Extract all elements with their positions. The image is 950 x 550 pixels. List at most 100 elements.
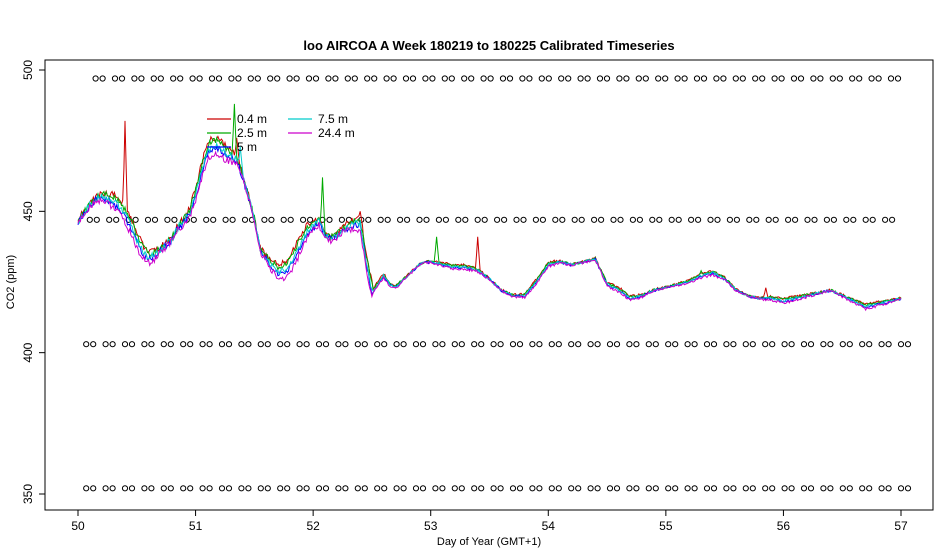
reference-point (102, 341, 109, 348)
reference-point (759, 75, 766, 82)
reference-point (121, 485, 129, 492)
reference-point (866, 341, 873, 348)
reference-point (723, 485, 730, 492)
reference-point (462, 216, 469, 223)
reference-point (284, 485, 291, 492)
reference-point (672, 485, 679, 492)
reference-point (623, 75, 630, 82)
reference-point (412, 341, 420, 348)
reference-point (144, 216, 152, 223)
reference-point (688, 216, 695, 223)
reference-point (849, 75, 856, 82)
reference-point (629, 216, 637, 223)
reference-point (167, 341, 174, 348)
reference-point (245, 341, 252, 348)
reference-point (827, 341, 834, 348)
x-tick-label: 55 (659, 519, 673, 533)
reference-point (520, 216, 527, 223)
reference-point (807, 341, 815, 348)
reference-point (742, 341, 749, 348)
x-tick-label: 52 (306, 519, 320, 533)
reference-point (558, 75, 565, 82)
reference-point (377, 216, 384, 223)
reference-point (529, 341, 536, 348)
legend-label: 2.5 m (237, 126, 267, 140)
reference-point (177, 75, 184, 82)
reference-point (474, 216, 481, 223)
reference-point (381, 485, 388, 492)
reference-point (555, 485, 562, 492)
reference-point (781, 341, 788, 348)
reference-point (742, 485, 749, 492)
reference-point (672, 341, 679, 348)
reference-point (781, 485, 788, 492)
reference-point (587, 485, 594, 492)
reference-point (555, 341, 562, 348)
reference-point (218, 485, 226, 492)
reference-point (400, 485, 407, 492)
reference-point (338, 216, 345, 223)
reference-point (594, 341, 601, 348)
reference-point (280, 216, 287, 223)
reference-point (788, 485, 795, 492)
reference-point (164, 216, 171, 223)
reference-point (862, 216, 869, 223)
reference-point (83, 485, 90, 492)
reference-point (878, 485, 885, 492)
reference-point (575, 485, 582, 492)
reference-point (374, 485, 381, 492)
reference-point (326, 216, 333, 223)
reference-point (726, 216, 734, 223)
reference-point (885, 341, 892, 348)
reference-point (225, 485, 233, 492)
reference-point (332, 75, 339, 82)
reference-point (471, 341, 478, 348)
reference-point (478, 341, 485, 348)
x-tick-label: 57 (894, 519, 908, 533)
reference-point (404, 216, 411, 223)
reference-point (584, 75, 591, 82)
reference-point (613, 341, 621, 348)
reference-point (471, 485, 478, 492)
reference-point (606, 341, 614, 348)
reference-point (645, 341, 652, 348)
reference-point (536, 485, 543, 492)
reference-point (616, 75, 623, 82)
reference-point (264, 485, 271, 492)
reference-point (128, 485, 136, 492)
reference-point (293, 75, 300, 82)
reference-point (642, 75, 649, 82)
reference-point (180, 341, 187, 348)
x-tick-label: 56 (777, 519, 791, 533)
reference-point (713, 75, 720, 82)
reference-point (526, 75, 533, 82)
reference-point (577, 75, 584, 82)
legend-label: 7.5 m (318, 112, 348, 126)
reference-point (303, 341, 310, 348)
reference-point (598, 216, 605, 223)
reference-point (587, 341, 594, 348)
reference-point (286, 75, 293, 82)
reference-point (575, 341, 582, 348)
reference-point (820, 341, 827, 348)
reference-point (118, 75, 126, 82)
reference-point (665, 485, 672, 492)
reference-point (700, 75, 708, 82)
reference-point (461, 75, 468, 82)
reference-point (897, 485, 905, 492)
reference-point (261, 216, 268, 223)
reference-point (90, 341, 97, 348)
plot-area-border (44, 59, 934, 511)
reference-point (351, 75, 358, 82)
reference-point (196, 75, 203, 82)
y-axis-label: CO2 (ppm) (5, 255, 17, 309)
reference-point (390, 75, 397, 82)
reference-point (458, 485, 465, 492)
reference-point (513, 216, 520, 223)
x-axis-label: Day of Year (GMT+1) (437, 536, 541, 548)
reference-point (381, 341, 388, 348)
reference-point (354, 485, 361, 492)
reference-point (494, 216, 501, 223)
series-line (77, 150, 902, 312)
reference-point (539, 216, 547, 223)
